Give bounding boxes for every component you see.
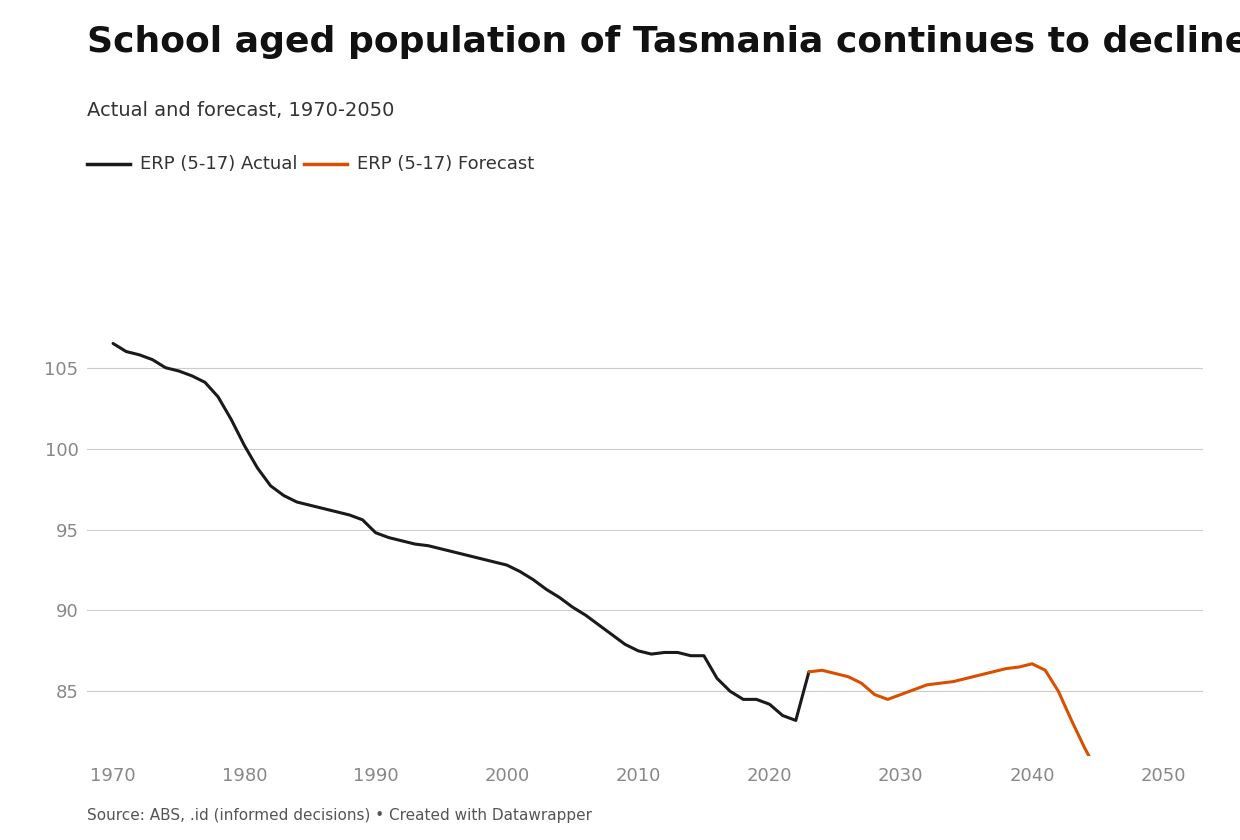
Text: School aged population of Tasmania continues to decline: School aged population of Tasmania conti… [87,25,1240,59]
Text: ERP (5-17) Forecast: ERP (5-17) Forecast [357,155,534,173]
Text: Source: ABS, .id (informed decisions) • Created with Datawrapper: Source: ABS, .id (informed decisions) • … [87,808,591,823]
Text: Actual and forecast, 1970-2050: Actual and forecast, 1970-2050 [87,101,394,120]
Text: ERP (5-17) Actual: ERP (5-17) Actual [140,155,298,173]
